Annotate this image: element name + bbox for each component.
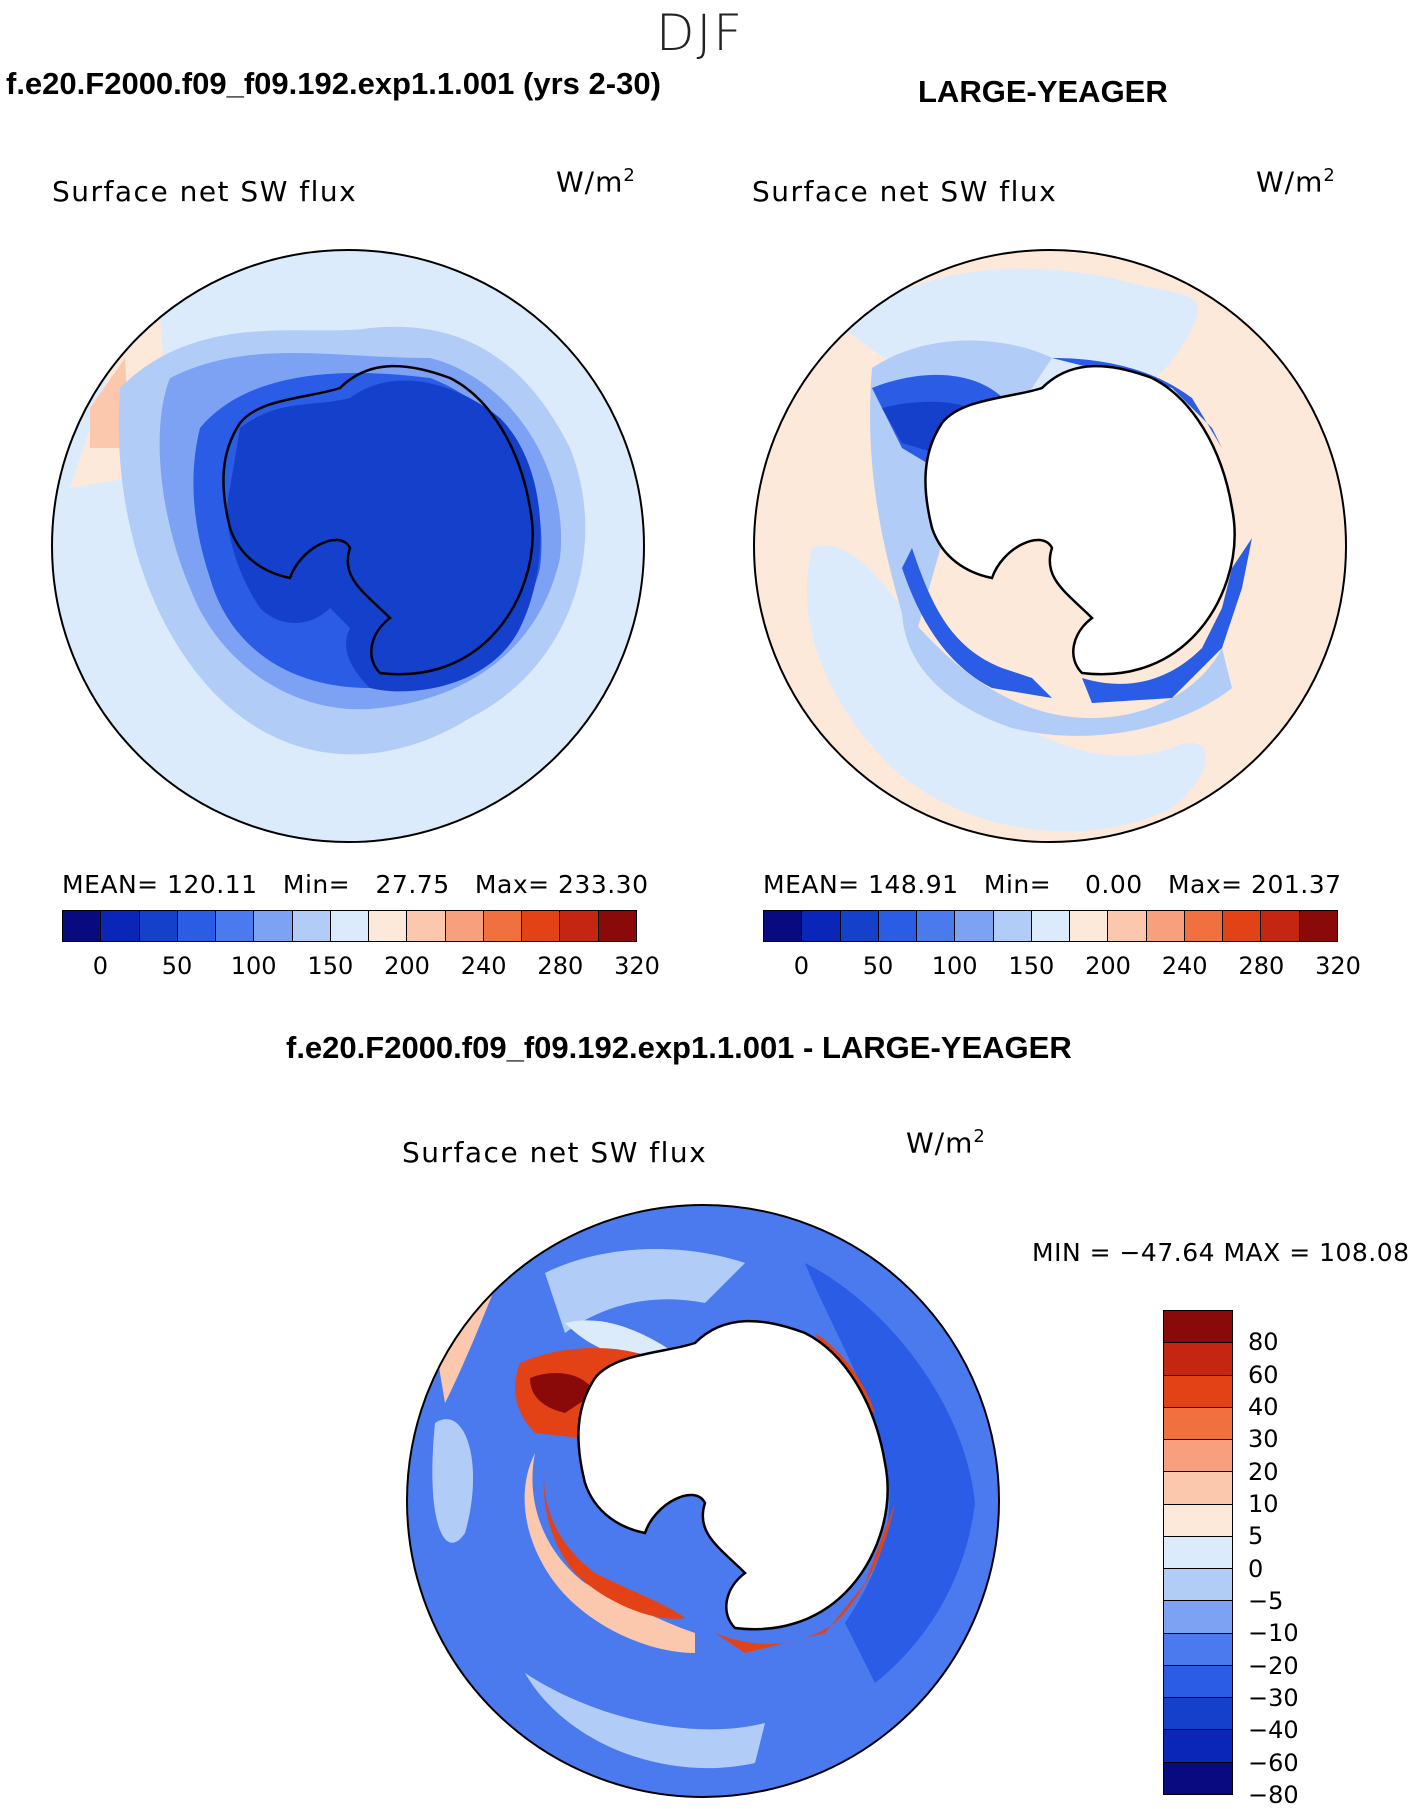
colorbar-tick-label: 320 [614, 952, 660, 980]
colorbar-left-ticks: 0 50 100 150 200 240 280 320 [62, 952, 660, 982]
colorbar-swatch [1108, 911, 1147, 941]
case-title-left: f.e20.F2000.f09_f09.192.exp1.1.001 (yrs … [6, 66, 661, 101]
colorbar-swatch [330, 911, 370, 941]
colorbar-right [763, 910, 1338, 942]
colorbar-swatch [1261, 911, 1300, 941]
colorbar-swatch [254, 911, 293, 941]
colorbar-swatch [407, 911, 446, 941]
colorbar-swatch [1164, 1504, 1232, 1537]
units-right: W/m2 [1256, 165, 1336, 199]
map-control-case [51, 249, 645, 843]
season-title: DJF [655, 4, 744, 62]
colorbar-swatch [445, 911, 484, 941]
colorbar-tick-label: 50 [161, 952, 193, 980]
colorbar-swatch [1164, 1343, 1232, 1376]
colorbar-swatch [369, 911, 408, 941]
colorbar-tick-label: 100 [230, 952, 277, 980]
colorbar-swatch [1299, 911, 1337, 941]
colorbar-diff [1163, 1310, 1233, 1795]
colorbar-right-ticks: 0 50 100 150 200 240 280 320 [763, 952, 1361, 982]
stats-right: MEAN= 148.91 Min= 0.00 Max= 201.37 [763, 870, 1342, 899]
stats-left: MEAN= 120.11 Min= 27.75 Max= 233.30 [62, 870, 649, 899]
colorbar-tick-label: 10 [1248, 1490, 1279, 1518]
map-difference [406, 1204, 1000, 1798]
colorbar-swatch [1164, 1665, 1232, 1699]
colorbar-swatch [1164, 1311, 1232, 1344]
colorbar-swatch [292, 911, 331, 941]
units-left: W/m2 [556, 165, 636, 199]
colorbar-tick-label: 150 [1008, 952, 1055, 980]
colorbar-tick-label: −40 [1248, 1716, 1299, 1745]
case-title-right: LARGE-YEAGER [918, 74, 1168, 109]
colorbar-tick-label: 200 [384, 952, 430, 980]
colorbar-swatch [1146, 911, 1185, 941]
colorbar-swatch [139, 911, 178, 941]
colorbar-swatch [1223, 911, 1262, 941]
colorbar-tick-label: 320 [1315, 952, 1361, 980]
colorbar-tick-label: 280 [1238, 952, 1285, 980]
colorbar-swatch [1164, 1601, 1232, 1634]
colorbar-tick-label: 80 [1248, 1328, 1279, 1357]
colorbar-swatch [917, 911, 956, 941]
colorbar-tick-label: 0 [92, 952, 108, 980]
colorbar-tick-label: −5 [1248, 1587, 1284, 1615]
colorbar-tick-label: −80 [1248, 1781, 1299, 1809]
colorbar-left [62, 910, 637, 942]
colorbar-swatch [1164, 1698, 1232, 1731]
colorbar-tick-label: 240 [1161, 952, 1208, 980]
colorbar-tick-label: −20 [1248, 1651, 1299, 1680]
colorbar-tick-label: −30 [1248, 1684, 1299, 1712]
field-title-left: Surface net SW flux [52, 175, 358, 208]
colorbar-swatch [483, 911, 523, 941]
colorbar-swatch [1070, 911, 1109, 941]
colorbar-swatch [63, 911, 102, 941]
colorbar-swatch [802, 911, 841, 941]
colorbar-swatch [1164, 1440, 1232, 1473]
colorbar-swatch [955, 911, 994, 941]
colorbar-tick-label: 20 [1248, 1457, 1279, 1486]
colorbar-swatch [216, 911, 255, 941]
diff-stats: MIN = −47.64 MAX = 108.08 [1032, 1238, 1410, 1267]
colorbar-swatch [1164, 1407, 1232, 1441]
colorbar-tick-label: 50 [862, 952, 894, 980]
colorbar-tick-label: 40 [1248, 1393, 1279, 1421]
colorbar-swatch [1164, 1633, 1232, 1666]
colorbar-tick-label: −60 [1248, 1748, 1299, 1777]
colorbar-tick-label: 100 [931, 952, 978, 980]
colorbar-swatch [764, 911, 803, 941]
colorbar-tick-label: 280 [537, 952, 584, 980]
colorbar-swatch [598, 911, 636, 941]
colorbar-tick-label: −10 [1248, 1619, 1299, 1648]
colorbar-swatch [1164, 1472, 1232, 1505]
colorbar-swatch [878, 911, 918, 941]
colorbar-tick-label: 60 [1248, 1360, 1279, 1389]
colorbar-diff-ticks: 80 60 40 30 20 10 5 0 −5 −10 −20 −30 −40 −60 −80 [1248, 1310, 1368, 1809]
colorbar-swatch [177, 911, 217, 941]
colorbar-swatch [1164, 1730, 1232, 1763]
colorbar-tick-label: 200 [1085, 952, 1131, 980]
colorbar-swatch [993, 911, 1032, 941]
colorbar-swatch [522, 911, 561, 941]
colorbar-tick-label: 150 [307, 952, 354, 980]
colorbar-swatch [101, 911, 140, 941]
diff-case-title: f.e20.F2000.f09_f09.192.exp1.1.001 - LAR… [286, 1030, 1072, 1065]
field-title-diff: Surface net SW flux [402, 1136, 708, 1169]
colorbar-swatch [1031, 911, 1071, 941]
field-title-right: Surface net SW flux [752, 175, 1058, 208]
colorbar-swatch [1164, 1569, 1232, 1602]
colorbar-tick-label: 30 [1248, 1425, 1279, 1454]
colorbar-swatch [1164, 1762, 1232, 1794]
colorbar-swatch [1184, 911, 1224, 941]
colorbar-tick-label: 0 [1248, 1554, 1264, 1583]
colorbar-swatch [840, 911, 879, 941]
map-reference-case [753, 249, 1347, 843]
colorbar-swatch [1164, 1375, 1232, 1408]
colorbar-swatch [1164, 1536, 1232, 1570]
colorbar-tick-label: 240 [460, 952, 507, 980]
colorbar-tick-label: 0 [793, 952, 809, 980]
colorbar-swatch [560, 911, 599, 941]
units-diff: W/m2 [906, 1126, 986, 1160]
colorbar-tick-label: 5 [1248, 1522, 1264, 1551]
